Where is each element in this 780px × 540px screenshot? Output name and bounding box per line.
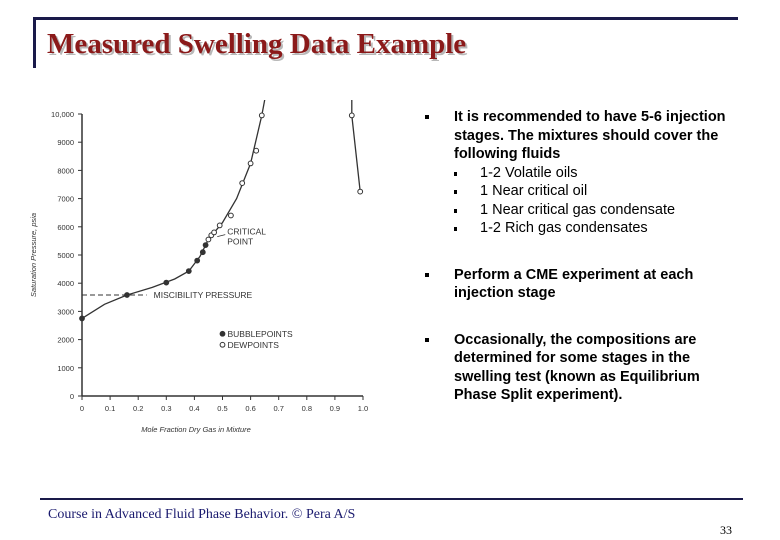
title-frame xyxy=(33,17,738,68)
bullet-marker xyxy=(425,337,429,342)
bubblepoint-marker xyxy=(163,279,170,286)
bullet-injection-stages: It is recommended to have 5-6 injection … xyxy=(425,108,745,238)
bubblepoint-marker xyxy=(202,242,209,249)
critical-point-label-line2: POINT xyxy=(227,237,253,247)
dewpoint-marker xyxy=(239,180,246,186)
bullet-cme-experiment-text: Perform a CME experiment at each injecti… xyxy=(454,266,694,302)
bullet-cme-experiment: Perform a CME experiment at each injecti… xyxy=(425,266,745,303)
y-tick-label: 2000 xyxy=(57,336,74,345)
dewpoint-marker xyxy=(247,160,254,167)
dewpoint-marker xyxy=(205,236,212,243)
y-tick-label: 0 xyxy=(70,392,74,401)
dewpoint-marker xyxy=(348,112,355,119)
dewpoint-marker xyxy=(216,222,223,229)
x-tick-label: 0.5 xyxy=(217,404,227,413)
bubblepoint-marker xyxy=(185,268,192,275)
x-tick-label: 0.7 xyxy=(273,404,283,413)
bullet-injection-stages-text: It is recommended to have 5-6 injection … xyxy=(454,109,726,162)
footer-divider xyxy=(40,498,743,500)
y-tick-label: 4000 xyxy=(57,279,74,288)
bullet-list: It is recommended to have 5-6 injection … xyxy=(425,108,745,405)
bubblepoint-marker xyxy=(199,249,206,256)
y-tick-label: 5000 xyxy=(57,251,74,260)
legend-marker xyxy=(219,341,226,348)
sub-bullet-marker xyxy=(454,171,457,176)
bullet-marker xyxy=(425,272,429,277)
sub-bullet-marker xyxy=(454,208,457,213)
legend-label: BUBBLEPOINTS xyxy=(228,329,294,339)
bullet-compositions: Occasionally, the compositions are deter… xyxy=(425,331,745,405)
y-tick-label: 6000 xyxy=(57,223,74,232)
dewpoint-marker xyxy=(357,188,364,195)
x-tick-label: 1.0 xyxy=(358,404,368,413)
x-axis-title: Mole Fraction Dry Gas in Mixture xyxy=(141,425,251,434)
critical-point-leader xyxy=(217,234,226,238)
y-axis-title: Saturation Pressure, psia xyxy=(29,213,38,297)
miscibility-label: MISCIBILITY PRESSURE xyxy=(154,290,253,300)
y-tick-label: 9000 xyxy=(57,138,74,147)
dewpoint-marker xyxy=(258,112,265,119)
phase-envelope-left-curve xyxy=(81,100,266,319)
bullet-compositions-text: Occasionally, the compositions are deter… xyxy=(454,331,700,404)
legend-marker xyxy=(219,330,226,337)
sub-bullet-marker xyxy=(454,227,457,231)
critical-point-label-line1: CRITICAL xyxy=(227,227,266,237)
y-tick-label: 3000 xyxy=(57,307,74,316)
x-tick-label: 0.8 xyxy=(302,404,312,413)
x-tick-label: 0.4 xyxy=(189,404,199,413)
bubblepoint-marker xyxy=(79,315,85,322)
sub-bullet-near-critical-gas-condensate: 1 Near critical gas condensate xyxy=(454,201,745,220)
sub-bullet-near-critical-oil: 1 Near critical oil xyxy=(454,182,745,201)
dewpoint-marker xyxy=(228,212,234,219)
y-tick-label: 8000 xyxy=(57,166,74,175)
bubblepoint-marker xyxy=(194,257,201,264)
bubblepoint-marker xyxy=(124,292,130,298)
swelling-chart: 0 1000 2000 3000 4000 5000 6000 7000 8000 9000 10,… xyxy=(29,100,368,434)
y-tick-label: 7000 xyxy=(57,195,74,204)
x-tick-label: 0.9 xyxy=(330,404,340,413)
dewpoint-marker xyxy=(253,147,260,154)
sub-bullet-volatile-oils: 1-2 Volatile oils xyxy=(454,164,745,183)
dewpoint-marker xyxy=(211,229,218,236)
footer-credit: Course in Advanced Fluid Phase Behavior.… xyxy=(48,507,356,522)
x-tick-label: 0 xyxy=(80,404,84,413)
x-tick-label: 0.1 xyxy=(105,404,115,413)
legend-label: DEWPOINTS xyxy=(228,340,280,350)
page-number: 33 xyxy=(720,523,732,537)
x-tick-label: 0.2 xyxy=(133,404,143,413)
bullet-marker xyxy=(425,115,429,119)
sub-bullet-rich-gas-condensates: 1-2 Rich gas condensates xyxy=(454,219,745,238)
x-tick-label: 0.3 xyxy=(161,404,171,413)
sub-bullet-marker xyxy=(454,190,457,194)
y-tick-label: 10,000 xyxy=(51,110,74,119)
y-tick-label: 1000 xyxy=(57,364,74,373)
x-tick-label: 0.6 xyxy=(245,404,255,413)
slide-title: Measured Swelling Data Example xyxy=(47,28,467,60)
